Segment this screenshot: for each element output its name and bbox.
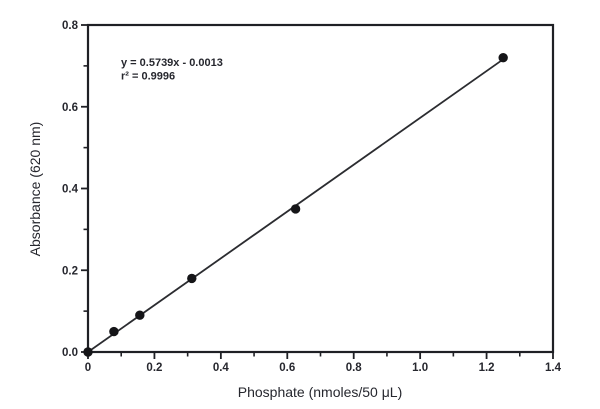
y-tick-label: 0.4 [62, 184, 79, 196]
x-tick-label: 0.2 [146, 362, 162, 374]
data-point [135, 310, 145, 320]
x-tick-label: 0 [85, 362, 91, 374]
data-point [109, 326, 119, 337]
x-axis-title: Phosphate (nmoles/50 μL) [238, 384, 403, 400]
data-point [290, 204, 301, 214]
plot-area: 0 0.2 0.4 0.6 0.8 1.0 1.2 1.4 0.0 0.2 0.4 0.6 0.8 [62, 20, 562, 374]
x-tick-label: 1.4 [545, 362, 562, 374]
y-axis-title: Absorbance (620 nm) [27, 122, 43, 257]
data-point [187, 273, 197, 284]
data-point [498, 53, 508, 63]
y-tick-label: 0.2 [62, 265, 78, 277]
x-tick-label: 1.2 [479, 362, 495, 374]
data-point [83, 347, 93, 357]
y-tick-label: 0.8 [62, 20, 79, 32]
x-tick-label: 0.6 [279, 362, 295, 374]
r-squared-text: r² = 0.9996 [121, 71, 175, 83]
x-tick-label: 0.4 [213, 362, 230, 374]
x-tick-label: 1.0 [412, 362, 428, 374]
y-tick-label: 0.0 [62, 347, 78, 359]
equation-text: y = 0.5739x - 0.0013 [121, 57, 223, 69]
x-tick-label: 0.8 [346, 362, 363, 374]
y-tick-label: 0.6 [62, 102, 78, 114]
